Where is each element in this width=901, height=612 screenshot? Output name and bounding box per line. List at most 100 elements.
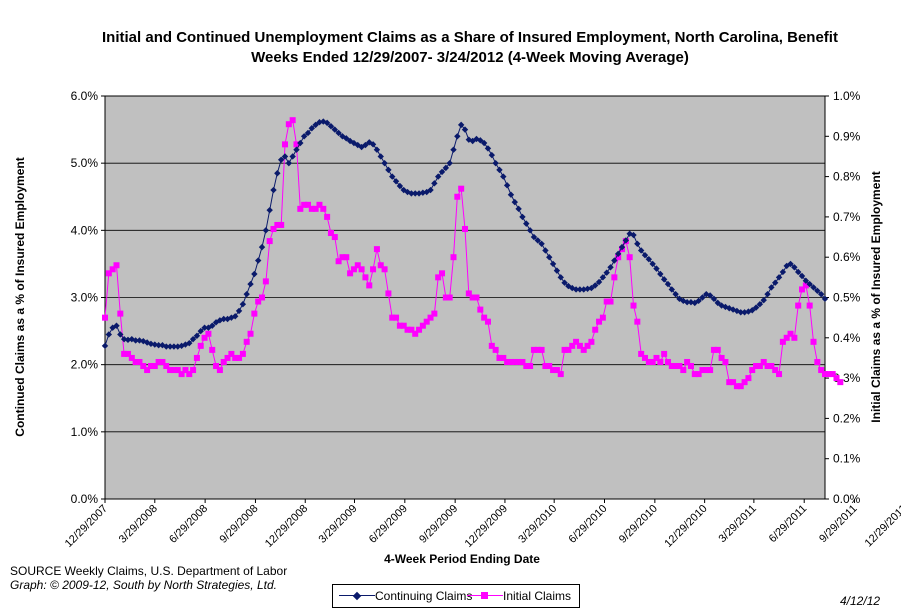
data-point [102, 314, 108, 321]
data-point [649, 260, 656, 268]
data-point [596, 318, 603, 325]
data-point [576, 342, 583, 349]
data-point [672, 290, 679, 298]
data-point [323, 119, 331, 127]
data-point [235, 307, 243, 315]
data-point [128, 354, 135, 361]
left-tick-label: 1.0% [71, 425, 99, 439]
data-point [787, 260, 794, 268]
data-point [201, 324, 208, 331]
left-tick-label: 5.0% [71, 156, 99, 170]
data-point [300, 133, 308, 140]
data-point [293, 146, 300, 153]
right-axis-label: Initial Claims as a % of Insured Employm… [869, 171, 883, 422]
data-point [515, 358, 522, 365]
data-point [615, 254, 622, 261]
data-point [166, 343, 174, 350]
data-point [343, 254, 350, 261]
data-point [170, 343, 178, 350]
data-point [511, 358, 518, 365]
data-point [783, 334, 790, 341]
data-point [297, 205, 304, 212]
data-point [810, 338, 817, 345]
data-point [197, 327, 204, 335]
data-point [477, 306, 484, 313]
data-point [213, 363, 220, 370]
data-point [457, 121, 465, 129]
data-point [749, 307, 756, 314]
data-point [756, 301, 764, 308]
data-point [768, 363, 775, 370]
data-point [220, 358, 227, 365]
data-point [124, 350, 131, 357]
data-point [304, 201, 311, 208]
x-tick-label: 12/29/2009 [463, 503, 510, 550]
data-point [542, 247, 549, 254]
left-tick-label: 4.0% [71, 223, 99, 237]
data-point [480, 139, 488, 147]
legend-item-initial: Initial Claims [467, 589, 571, 603]
data-point [714, 299, 721, 307]
data-point [729, 306, 737, 313]
data-point [565, 346, 572, 353]
data-point [259, 294, 266, 301]
data-point [293, 141, 300, 148]
data-point [369, 141, 377, 148]
data-point [699, 294, 706, 301]
data-point [159, 341, 166, 349]
data-point [772, 367, 779, 374]
data-point [182, 367, 189, 374]
data-point [833, 375, 840, 382]
left-axis-label: Continued Claims as a % of Insured Emplo… [13, 157, 27, 436]
x-tick-label: 3/29/2008 [117, 503, 160, 546]
data-point [178, 371, 185, 378]
data-point [358, 266, 365, 273]
data-point [603, 298, 610, 305]
data-point [588, 338, 595, 345]
data-point [630, 231, 637, 239]
data-point [266, 206, 273, 214]
data-point [526, 227, 534, 234]
data-point [657, 270, 664, 278]
data-point [389, 314, 396, 321]
data-point [795, 302, 802, 309]
data-point [362, 274, 369, 281]
data-point [228, 350, 235, 357]
data-point [760, 358, 767, 365]
data-point [450, 146, 457, 153]
data-point [799, 286, 806, 293]
data-point [140, 363, 147, 370]
data-point [209, 346, 216, 353]
data-point [174, 343, 181, 350]
data-point [683, 299, 691, 306]
data-point [818, 367, 825, 374]
data-point [504, 358, 511, 365]
data-point [687, 299, 695, 306]
data-point [400, 322, 407, 329]
data-point [630, 302, 637, 309]
data-point [281, 153, 289, 160]
data-point [247, 280, 254, 288]
data-point [193, 354, 200, 361]
data-point [515, 205, 522, 213]
data-point [396, 182, 404, 190]
chart-title: Initial and Continued Unemployment Claim… [102, 29, 838, 66]
x-tick-label: 12/29/2010 [662, 503, 709, 550]
data-point [592, 326, 599, 333]
data-point [270, 225, 277, 232]
data-point [580, 346, 587, 353]
data-point [377, 153, 384, 160]
data-point [282, 141, 288, 148]
data-point [274, 221, 281, 228]
data-point [435, 274, 442, 281]
data-point [484, 145, 492, 152]
data-point [837, 379, 844, 386]
data-point [216, 317, 224, 324]
source-line: SOURCE Weekly Claims, U.S. Department of… [10, 564, 288, 578]
data-point [764, 363, 771, 370]
data-point [706, 292, 714, 299]
data-point [584, 285, 591, 292]
data-point [726, 305, 733, 312]
data-point [530, 233, 538, 241]
data-point [320, 205, 327, 212]
